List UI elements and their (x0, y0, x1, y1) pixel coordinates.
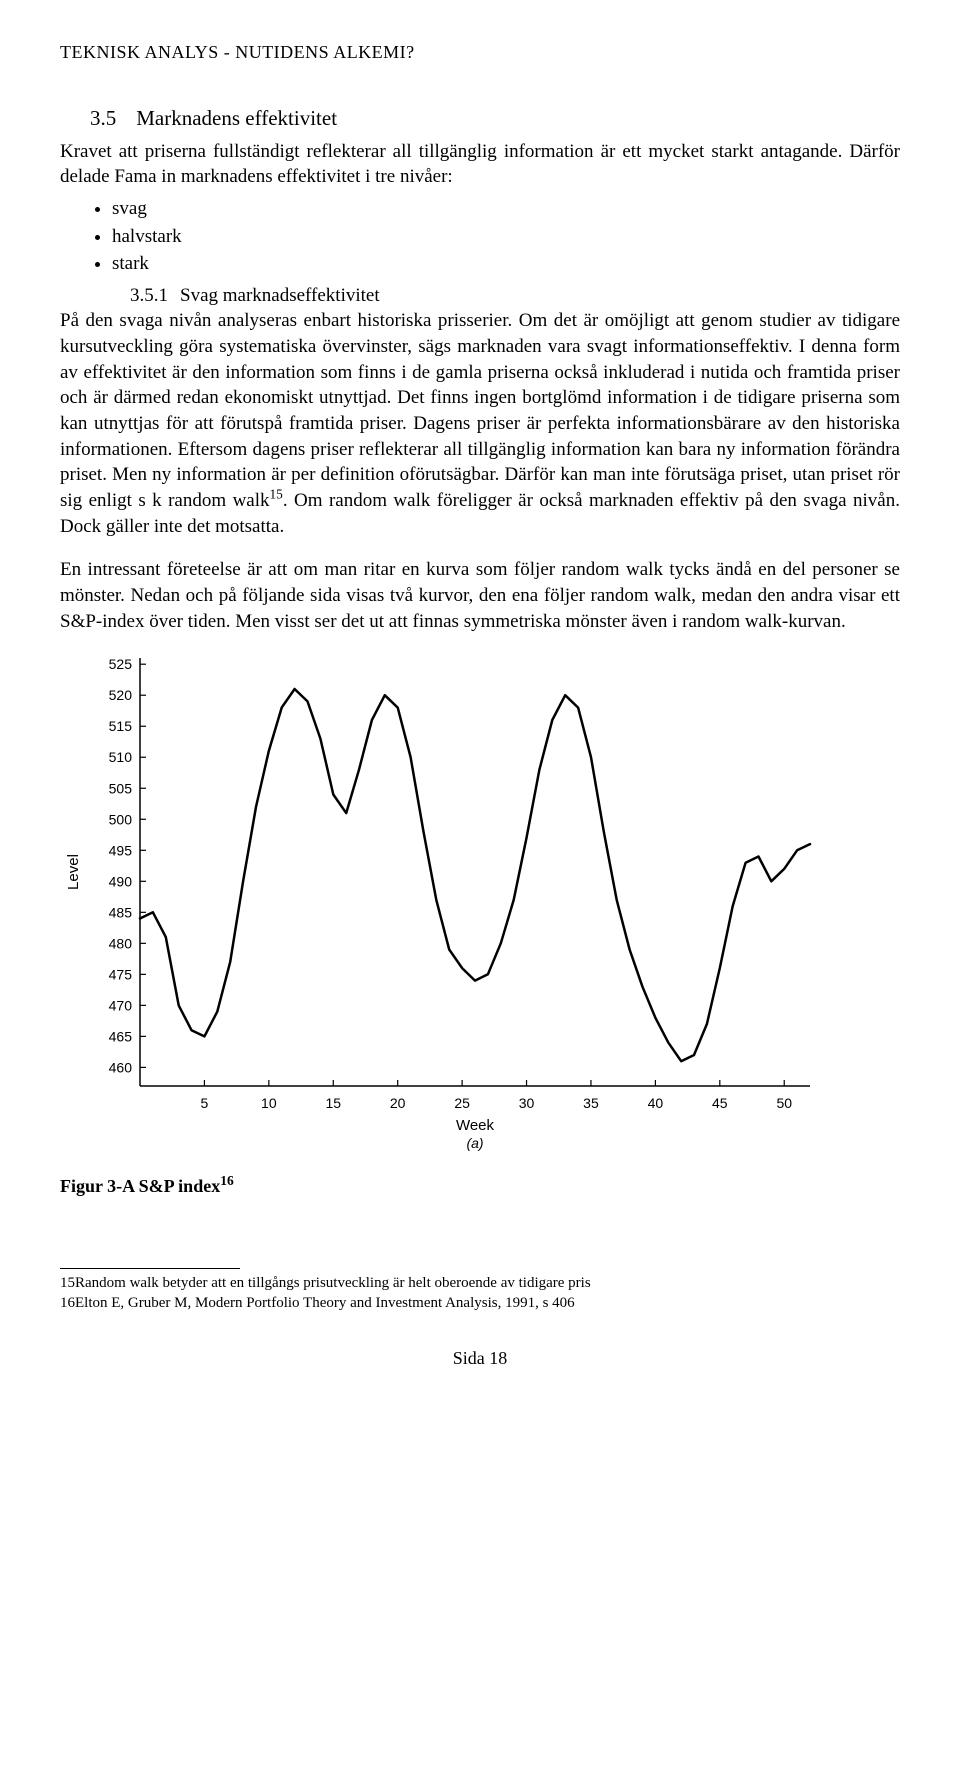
svg-text:5: 5 (201, 1095, 209, 1111)
svg-text:10: 10 (261, 1095, 277, 1111)
body-text: På den svaga nivån analyseras enbart his… (60, 310, 900, 510)
svg-text:520: 520 (109, 687, 133, 703)
svg-text:25: 25 (454, 1095, 470, 1111)
list-item: stark (112, 251, 900, 277)
list-item: halvstark (112, 224, 900, 250)
svg-text:475: 475 (109, 967, 133, 983)
section-number: 3.5 (90, 106, 116, 130)
page-header: TEKNISK ANALYS - NUTIDENS ALKEMI? (60, 40, 900, 64)
chart-figure: 4604654704754804854904955005055105155205… (60, 646, 900, 1164)
svg-text:20: 20 (390, 1095, 406, 1111)
svg-text:50: 50 (776, 1095, 792, 1111)
footnote-separator (60, 1268, 240, 1269)
svg-text:Level: Level (65, 854, 82, 890)
levels-list: svag halvstark stark (60, 196, 900, 277)
section-title: Marknadens effektivitet (136, 106, 337, 130)
svg-text:480: 480 (109, 936, 133, 952)
page-number: Sida 18 (60, 1346, 900, 1370)
svg-text:35: 35 (583, 1095, 599, 1111)
body-paragraph-2: En intressant företeelse är att om man r… (60, 557, 900, 634)
svg-text:(a): (a) (466, 1135, 483, 1151)
intro-paragraph: Kravet att priserna fullständigt reflekt… (60, 139, 900, 190)
svg-text:40: 40 (648, 1095, 664, 1111)
svg-text:470: 470 (109, 998, 133, 1014)
svg-text:15: 15 (325, 1095, 341, 1111)
svg-text:485: 485 (109, 904, 133, 920)
svg-text:490: 490 (109, 873, 133, 889)
svg-text:510: 510 (109, 749, 133, 765)
svg-text:460: 460 (109, 1060, 133, 1076)
svg-text:495: 495 (109, 842, 133, 858)
svg-text:45: 45 (712, 1095, 728, 1111)
svg-text:30: 30 (519, 1095, 535, 1111)
footnote-15: 15Random walk betyder att en tillgångs p… (60, 1273, 900, 1293)
line-chart-svg: 4604654704754804854904955005055105155205… (60, 646, 830, 1156)
section-heading: 3.5 Marknadens effektivitet (60, 104, 900, 132)
subsection-number: 3.5.1 (130, 285, 168, 306)
figure-caption: Figur 3-A S&P index16 (60, 1174, 900, 1198)
footnote-ref-15: 15 (270, 487, 283, 502)
svg-text:Week: Week (456, 1117, 495, 1134)
list-item: svag (112, 196, 900, 222)
figure-caption-text: Figur 3-A S&P index (60, 1176, 220, 1196)
footnote-ref-16: 16 (220, 1173, 234, 1188)
footnote-16: 16Elton E, Gruber M, Modern Portfolio Th… (60, 1293, 900, 1313)
subsection-title: Svag marknadseffektivitet (180, 285, 380, 306)
svg-text:500: 500 (109, 811, 133, 827)
svg-text:505: 505 (109, 780, 133, 796)
footnotes: 15Random walk betyder att en tillgångs p… (60, 1273, 900, 1314)
svg-text:525: 525 (109, 656, 133, 672)
body-paragraph-1: På den svaga nivån analyseras enbart his… (60, 308, 900, 539)
svg-text:515: 515 (109, 718, 133, 734)
subsection-heading: 3.5.1 Svag marknadseffektivitet (60, 283, 900, 309)
svg-text:465: 465 (109, 1029, 133, 1045)
